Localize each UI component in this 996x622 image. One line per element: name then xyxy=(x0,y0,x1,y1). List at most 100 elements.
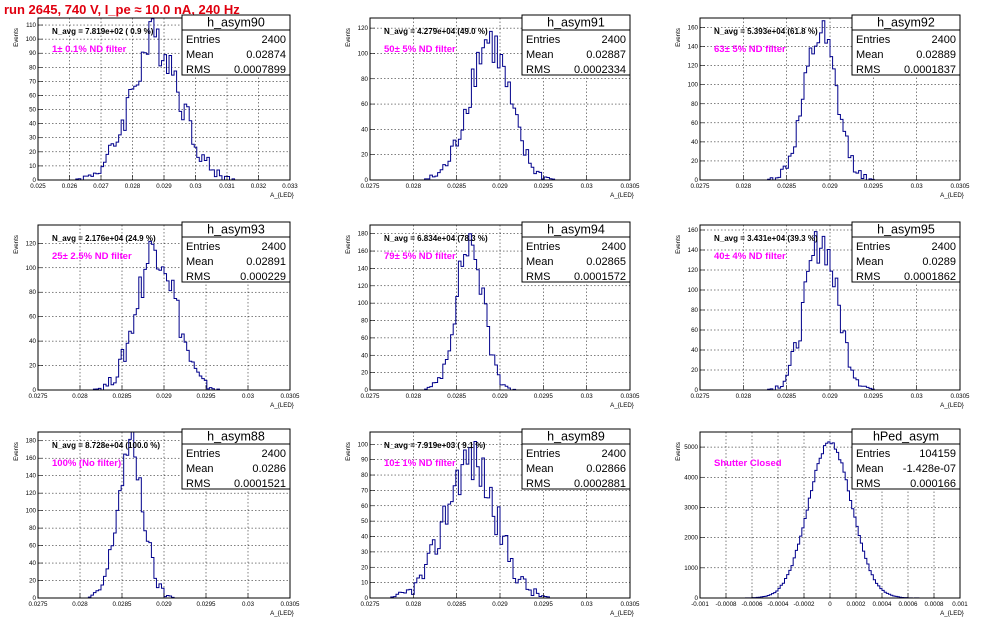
stat-value: 2400 xyxy=(932,34,956,46)
histogram-panel-h_asym88: 0.0275 0.028 0.0285 0.029 0.0295 0.03 0.0305 0 2… xyxy=(13,428,300,617)
x-tick-label: 0.031 xyxy=(219,183,235,190)
y-tick-label: 80 xyxy=(361,76,368,83)
y-axis-label: Events xyxy=(345,442,352,461)
y-tick-label: 20 xyxy=(29,149,36,156)
stat-value: 0.02874 xyxy=(246,49,286,61)
y-tick-label: 0 xyxy=(365,595,369,602)
histogram-panel-h_asym89: 0.0275 0.028 0.0285 0.029 0.0295 0.03 0.0305 0 1… xyxy=(345,428,640,617)
x-tick-label: 0.0285 xyxy=(113,393,132,400)
stat-value: 0.0286 xyxy=(252,463,286,475)
x-tick-label: 0.0305 xyxy=(621,183,640,190)
x-tick-label: 0.0275 xyxy=(361,393,380,400)
x-tick-label: 0.029 xyxy=(156,393,172,400)
x-tick-label: 0.0002 xyxy=(847,601,866,608)
x-tick-label: 0.028 xyxy=(72,393,88,400)
stats-box-frame xyxy=(851,14,961,76)
y-tick-label: 140 xyxy=(688,44,699,51)
x-tick-label: 0.0295 xyxy=(534,601,553,608)
stats-box-frame xyxy=(521,428,631,490)
y-tick-label: 60 xyxy=(29,543,36,550)
filter-label: 25± 2.5% ND filter xyxy=(52,251,132,262)
filter-label: 79± 5% ND filter xyxy=(384,251,456,262)
x-tick-label: 0.0285 xyxy=(447,601,466,608)
y-tick-label: 140 xyxy=(688,247,699,254)
stat-label: Entries xyxy=(186,34,221,46)
x-tick-label: 0.0295 xyxy=(197,393,216,400)
stats-box: h_asym94 Entries 2400 Mean 0.02865 RMS 0.00015… xyxy=(521,221,631,283)
stat-label: Mean xyxy=(526,49,554,61)
x-tick-label: -0.0002 xyxy=(794,601,816,608)
y-tick-label: 0 xyxy=(365,177,369,184)
stats-box-frame xyxy=(181,221,291,283)
x-axis-label: A_{LED} xyxy=(610,610,634,617)
y-tick-label: 20 xyxy=(691,367,698,374)
y-tick-label: 0 xyxy=(33,387,37,394)
histogram-line xyxy=(38,18,290,181)
y-tick-label: 100 xyxy=(358,441,369,448)
stat-label: RMS xyxy=(856,64,880,76)
y-tick-label: 40 xyxy=(29,560,36,567)
stats-box: h_asym93 Entries 2400 Mean 0.02891 RMS 0.00022… xyxy=(181,221,291,283)
stat-value: 0.02889 xyxy=(916,49,956,61)
histogram-name: h_asym90 xyxy=(207,16,265,30)
x-axis-label: A_{LED} xyxy=(270,192,294,199)
stat-value: 0.0002881 xyxy=(574,478,626,490)
stats-box: h_asym91 Entries 2400 Mean 0.02887 RMS 0.00023… xyxy=(521,14,631,76)
y-tick-label: 120 xyxy=(26,240,37,247)
stat-label: RMS xyxy=(186,478,210,490)
y-tick-label: 80 xyxy=(691,307,698,314)
x-tick-label: 0.0275 xyxy=(361,183,380,190)
stat-label: Entries xyxy=(526,34,561,46)
x-tick-label: 0.0275 xyxy=(691,183,710,190)
navg-annotation: N_avg = 6.834e+04 (78.3 %) xyxy=(384,234,488,243)
y-tick-label: 110 xyxy=(26,22,36,29)
stat-label: RMS xyxy=(186,64,210,76)
y-tick-label: 60 xyxy=(361,101,368,108)
x-tick-label: 0.0285 xyxy=(777,393,796,400)
stats-box-frame xyxy=(181,428,291,490)
x-tick-label: 0.0305 xyxy=(281,393,300,400)
x-tick-label: 0.0295 xyxy=(534,393,553,400)
stat-value: 2400 xyxy=(602,241,626,253)
filter-label: 100% (No filter) xyxy=(52,458,121,469)
stat-label: Mean xyxy=(186,256,214,268)
y-tick-label: 20 xyxy=(29,578,36,585)
stats-box: h_asym92 Entries 2400 Mean 0.02889 RMS 0.00018… xyxy=(851,14,961,76)
stat-value: 0.0001572 xyxy=(574,271,626,283)
x-tick-label: 0.029 xyxy=(492,601,508,608)
y-tick-label: 80 xyxy=(361,318,368,325)
stat-label: RMS xyxy=(856,478,880,490)
stats-box-frame xyxy=(851,221,961,283)
y-tick-label: 0 xyxy=(365,387,369,394)
y-tick-label: 160 xyxy=(358,248,369,255)
x-tick-label: 0.0295 xyxy=(197,601,216,608)
y-tick-label: 0 xyxy=(695,177,699,184)
stat-label: RMS xyxy=(186,271,210,283)
y-axis-label: Events xyxy=(13,28,20,47)
stat-label: Mean xyxy=(186,463,214,475)
y-tick-label: 100 xyxy=(26,265,37,272)
stats-box: h_asym89 Entries 2400 Mean 0.02866 RMS 0.00028… xyxy=(521,428,631,490)
stat-value: 2400 xyxy=(602,448,626,460)
stat-value: 0.0007899 xyxy=(234,64,286,76)
stat-value: 2400 xyxy=(262,448,286,460)
stat-label: Mean xyxy=(526,463,554,475)
x-tick-label: 0.0305 xyxy=(281,601,300,608)
stat-value: 2400 xyxy=(932,241,956,253)
x-tick-label: 0.03 xyxy=(242,601,255,608)
y-tick-label: 120 xyxy=(688,63,699,70)
y-tick-label: 100 xyxy=(688,287,699,294)
y-tick-label: 60 xyxy=(361,335,368,342)
stat-label: Mean xyxy=(186,49,214,61)
filter-label: 63± 5% ND filter xyxy=(714,44,786,55)
y-tick-label: 80 xyxy=(691,101,698,108)
x-tick-label: 0.0004 xyxy=(873,601,892,608)
x-tick-label: 0.0275 xyxy=(691,393,710,400)
x-tick-label: 0.03 xyxy=(189,183,202,190)
stat-value: 2400 xyxy=(262,241,286,253)
y-tick-label: 80 xyxy=(29,289,36,296)
stat-label: Entries xyxy=(186,448,221,460)
y-tick-label: 100 xyxy=(358,50,369,57)
x-tick-label: 0.0285 xyxy=(777,183,796,190)
y-tick-label: 20 xyxy=(691,158,698,165)
